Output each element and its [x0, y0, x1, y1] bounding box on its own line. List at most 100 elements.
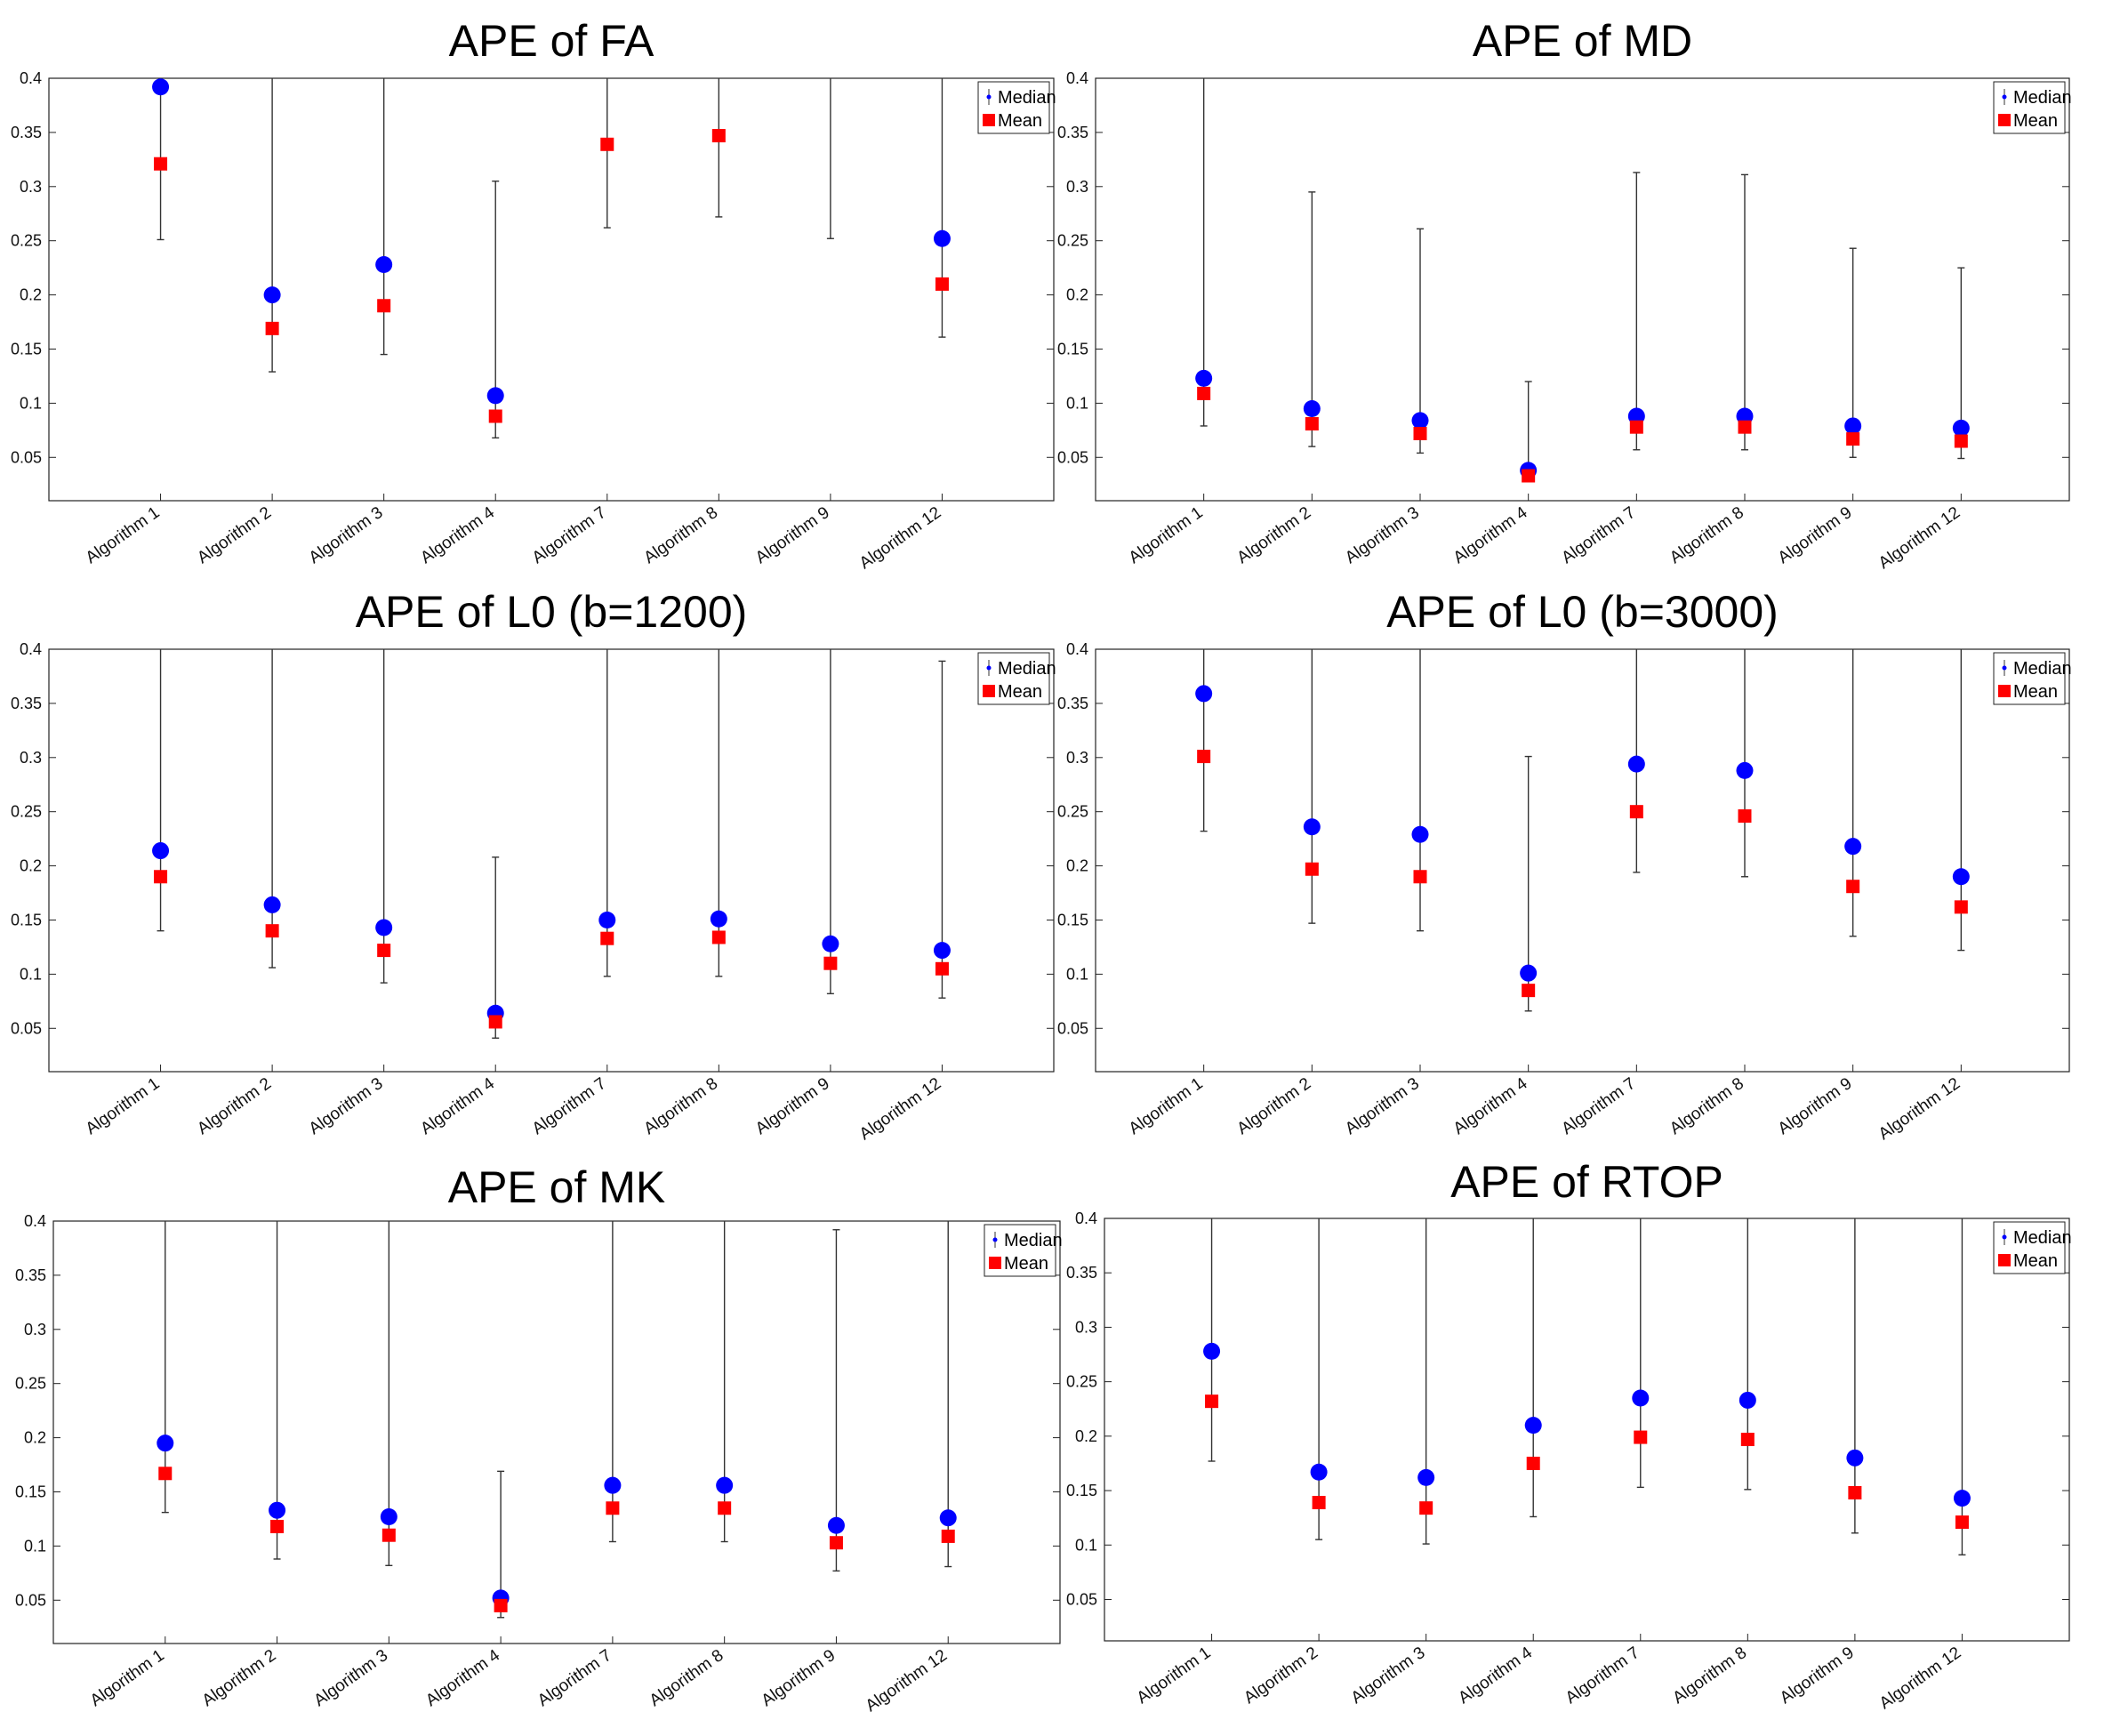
chart-svg: APE of L0 (b=3000) 0.05 0.1 0.15 0.2 0.25 0.3 0…: [1057, 587, 2072, 1144]
median-point: [822, 935, 839, 952]
y-tick-label: 0.4: [1075, 1210, 1097, 1227]
x-tick-label: Algorithm 4: [417, 1074, 498, 1139]
y-tick-label: 0.35: [15, 1266, 46, 1284]
mean-point: [1205, 1394, 1219, 1409]
median-point: [1846, 1449, 1864, 1467]
legend-mean-marker: [983, 114, 995, 126]
mean-point: [941, 1529, 955, 1543]
y-tick-label: 0.1: [20, 394, 42, 412]
legend-median-label: Median: [998, 88, 1056, 108]
mean-point: [1419, 1501, 1433, 1515]
y-tick-label: 0.1: [1075, 1536, 1097, 1554]
plot-frame: [48, 648, 1055, 1073]
legend-median-label: Median: [2013, 1228, 2072, 1248]
x-tick-label: Algorithm 1: [1126, 1074, 1207, 1138]
median-point: [1627, 755, 1645, 773]
mean-point: [154, 870, 168, 884]
y-tick-label: 0.1: [1066, 394, 1088, 412]
mean-point: [1413, 870, 1427, 884]
x-tick-label: Algorithm 3: [1342, 503, 1423, 567]
mean-point: [1954, 900, 1968, 914]
chart-svg: APE of MD 0.05 0.1 0.15 0.2 0.25 0.3 0.35 0.4 Alg…: [1057, 16, 2072, 573]
chart-svg: APE of FA 0.05 0.1 0.15 0.2 0.25 0.3 0.35 0.4 Alg…: [11, 16, 1056, 573]
legend-median-marker: [986, 94, 992, 100]
chart-title: APE of RTOP: [1450, 1157, 1723, 1207]
median-point: [263, 286, 281, 304]
median-point: [1524, 1417, 1542, 1435]
x-tick-label: Algorithm 4: [1450, 1074, 1531, 1139]
mean-point: [1197, 386, 1211, 400]
x-tick-label: Algorithm 9: [752, 503, 833, 567]
mean-point: [1846, 880, 1860, 894]
y-tick-label: 0.3: [1066, 749, 1088, 767]
median-point: [1520, 964, 1538, 982]
mean-point: [381, 1528, 396, 1542]
y-tick-label: 0.35: [1057, 695, 1088, 712]
x-tick-label: Algorithm 1: [1126, 503, 1207, 567]
y-tick-label: 0.35: [1066, 1264, 1097, 1282]
x-tick-label: Algorithm 4: [422, 1646, 503, 1711]
chart-panel-mk: APE of MK 0.05 0.1 0.15 0.2 0.25 0.3 0.35 0.4 Alg…: [0, 1156, 1063, 1736]
mean-point: [1305, 417, 1319, 431]
plot-frame: [48, 77, 1055, 502]
median-point: [1417, 1468, 1435, 1486]
x-tick-label: Algorithm 2: [194, 503, 275, 567]
legend-median-label: Median: [998, 659, 1056, 679]
x-tick-label: Algorithm 2: [1241, 1644, 1321, 1708]
x-tick-label: Algorithm 7: [529, 1074, 610, 1138]
y-tick-label: 0.4: [20, 640, 42, 658]
median-point: [716, 1476, 734, 1494]
mean-point: [1413, 426, 1427, 440]
mean-point: [718, 1501, 732, 1515]
x-tick-label: Algorithm 8: [1666, 503, 1747, 567]
x-tick-label: Algorithm 4: [1450, 503, 1531, 568]
chart-title: APE of MK: [448, 1162, 666, 1212]
mean-point: [1197, 750, 1211, 764]
median-point: [1195, 685, 1213, 703]
x-tick-label: Algorithm 4: [417, 503, 498, 568]
legend-median-marker: [2002, 1234, 2007, 1240]
y-tick-label: 0.4: [1066, 640, 1088, 658]
y-tick-label: 0.15: [1057, 340, 1088, 358]
y-tick-label: 0.3: [1066, 178, 1088, 196]
y-tick-label: 0.3: [24, 1321, 46, 1338]
mean-point: [1634, 1430, 1648, 1444]
chart-svg: APE of RTOP 0.05 0.1 0.15 0.2 0.25 0.3 0.35 0.4 A…: [1066, 1157, 2072, 1713]
chart-svg: APE of MK 0.05 0.1 0.15 0.2 0.25 0.3 0.35 0.4 Alg…: [15, 1162, 1063, 1716]
y-tick-label: 0.4: [1066, 69, 1088, 87]
x-tick-label: Algorithm 8: [640, 1074, 721, 1138]
x-tick-label: Algorithm 12: [1875, 1074, 1963, 1144]
y-tick-label: 0.2: [1075, 1427, 1097, 1445]
x-tick-label: Algorithm 9: [1777, 1644, 1858, 1708]
mean-point: [1526, 1456, 1540, 1470]
y-tick-label: 0.25: [15, 1375, 46, 1393]
legend-median-label: Median: [2013, 88, 2072, 108]
mean-point: [1848, 1486, 1862, 1500]
x-tick-label: Algorithm 8: [1669, 1644, 1750, 1708]
mean-point: [377, 299, 391, 313]
legend-mean-label: Mean: [1004, 1254, 1048, 1274]
x-tick-label: Algorithm 9: [1775, 503, 1856, 567]
median-point: [604, 1476, 622, 1494]
y-tick-label: 0.4: [24, 1212, 46, 1230]
x-tick-label: Algorithm 3: [310, 1646, 391, 1710]
x-tick-label: Algorithm 7: [534, 1646, 615, 1710]
chart-panel-l0-b3000: APE of L0 (b=3000) 0.05 0.1 0.15 0.2 0.25 0.3 0…: [1057, 578, 2120, 1156]
median-point: [152, 78, 170, 96]
median-point: [1195, 369, 1213, 387]
x-tick-label: Algorithm 9: [759, 1646, 839, 1710]
legend-mean-label: Mean: [2013, 1251, 2058, 1271]
mean-point: [600, 931, 614, 945]
y-tick-label: 0.15: [11, 911, 42, 928]
x-tick-label: Algorithm 9: [752, 1074, 833, 1138]
legend-median-label: Median: [1004, 1231, 1063, 1250]
x-tick-label: Algorithm 2: [1233, 503, 1314, 567]
y-tick-label: 0.2: [1066, 286, 1088, 304]
mean-point: [600, 137, 614, 151]
mean-point: [1740, 1433, 1755, 1447]
legend-median-marker: [2002, 94, 2007, 100]
mean-point: [265, 924, 279, 938]
median-point: [1844, 417, 1862, 435]
legend-median-marker: [2002, 665, 2007, 671]
x-tick-label: Algorithm 2: [199, 1646, 280, 1710]
